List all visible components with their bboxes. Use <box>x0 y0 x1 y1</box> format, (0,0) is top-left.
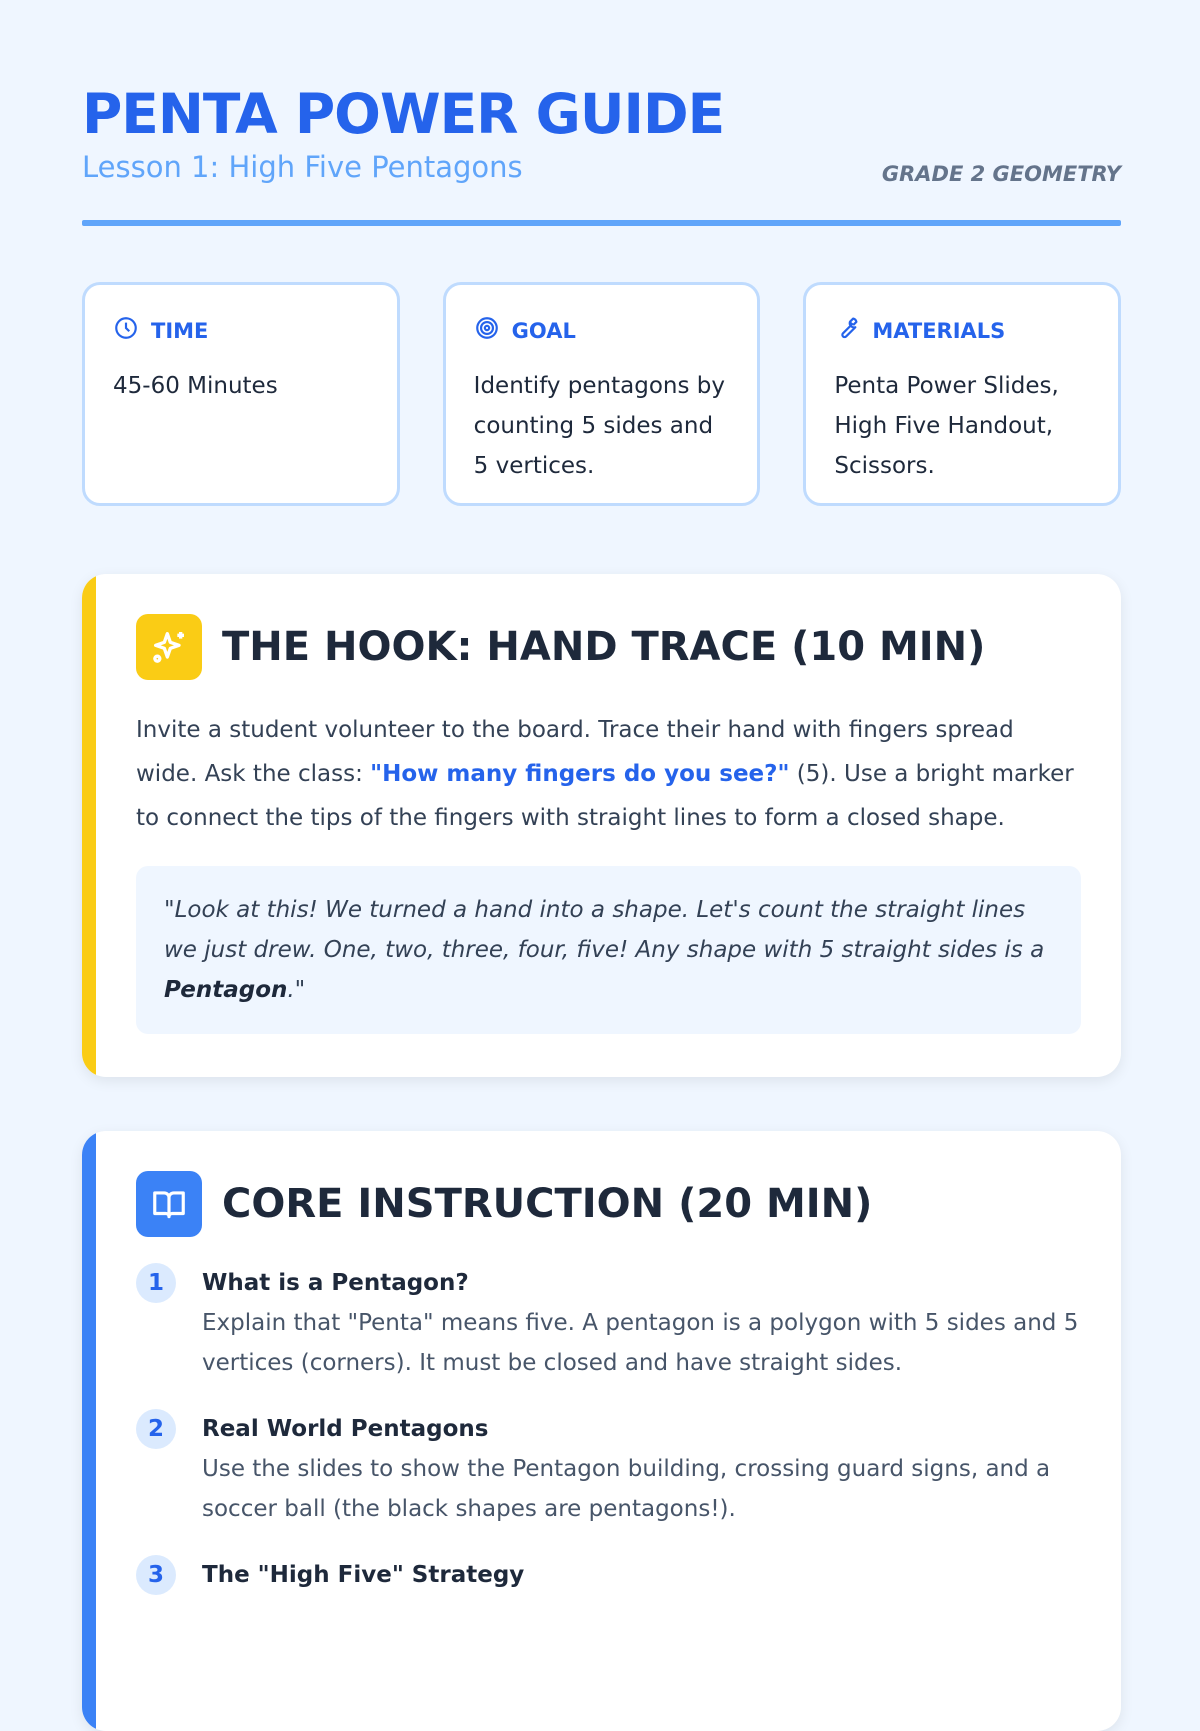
step-number: 2 <box>136 1409 176 1449</box>
quote-text: ." <box>287 977 306 1003</box>
quote-text: "Look at this! We turned a hand into a s… <box>164 897 1045 963</box>
materials-card: MATERIALS Penta Power Slides, High Five … <box>803 282 1122 506</box>
clock-icon <box>113 315 139 346</box>
hook-text: (5). Use a bright marker to connect the … <box>136 761 1074 831</box>
book-open-icon <box>136 1171 202 1237</box>
step-title: Real World Pentagons <box>202 1416 489 1442</box>
card-text: Identify pentagons by counting 5 sides a… <box>473 373 725 479</box>
hook-section: THE HOOK: HAND TRACE (10 MIN) Invite a s… <box>82 574 1121 1077</box>
hook-title: THE HOOK: HAND TRACE (10 MIN) <box>222 624 986 670</box>
list-item: 3 The "High Five" Strategy <box>136 1555 1081 1595</box>
core-title: CORE INSTRUCTION (20 MIN) <box>222 1181 873 1227</box>
goal-card: GOAL Identify pentagons by counting 5 si… <box>442 282 761 506</box>
card-label: GOAL <box>511 318 576 343</box>
target-icon <box>474 315 500 346</box>
hook-question: "How many fingers do you see?" <box>370 761 790 787</box>
wrench-icon <box>834 315 860 346</box>
step-number: 3 <box>136 1555 176 1595</box>
core-section: CORE INSTRUCTION (20 MIN) 1 What is a Pen… <box>82 1131 1121 1731</box>
step-title: The "High Five" Strategy <box>202 1562 525 1588</box>
grade-label: GRADE 2 GEOMETRY <box>881 162 1121 186</box>
lesson-subtitle: Lesson 1: High Five Pentagons <box>82 150 523 184</box>
time-card: TIME 45-60 Minutes <box>82 282 400 506</box>
hook-text: Invite a student volunteer to the board.… <box>136 717 1014 787</box>
info-cards: TIME 45-60 Minutes GOAL Identify pentago… <box>82 282 1122 506</box>
list-item: 2 Real World Pentagons Use the slides to s… <box>136 1409 1081 1529</box>
step-number: 1 <box>136 1263 176 1303</box>
sparkles-icon <box>136 614 202 680</box>
quote-emphasis: Pentagon <box>164 977 288 1003</box>
step-text: Explain that "Penta" means five. A penta… <box>202 1310 1079 1376</box>
card-text: Penta Power Slides, High Five Handout, S… <box>834 373 1059 479</box>
step-text: Use the slides to show the Pentagon buil… <box>202 1456 1051 1522</box>
teacher-script-quote: "Look at this! We turned a hand into a s… <box>136 866 1081 1034</box>
list-item: 1 What is a Pentagon? Explain that "Penta"… <box>136 1263 1081 1383</box>
card-text: 45-60 Minutes <box>113 373 278 399</box>
step-list: 1 What is a Pentagon? Explain that "Penta"… <box>136 1263 1081 1595</box>
header-divider <box>82 220 1121 226</box>
card-label: MATERIALS <box>872 318 1006 343</box>
page-title: PENTA POWER GUIDE <box>82 82 725 146</box>
step-title: What is a Pentagon? <box>202 1270 469 1296</box>
card-label: TIME <box>151 318 209 343</box>
hook-paragraph: Invite a student volunteer to the board.… <box>136 708 1081 840</box>
